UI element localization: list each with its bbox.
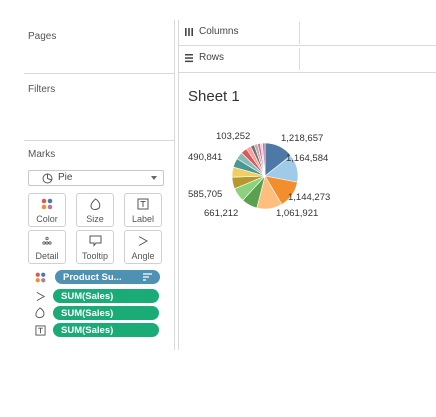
- pie-label: 1,061,921: [276, 208, 319, 219]
- pill-label: SUM(Sales): [61, 290, 114, 302]
- mark-size-label: Size: [86, 214, 104, 224]
- chevron-down-icon: [151, 176, 157, 180]
- pie-label: 103,252: [216, 131, 251, 142]
- pie-label: 661,212: [204, 208, 239, 219]
- mark-detail-label: Detail: [35, 251, 59, 261]
- size-icon: [77, 198, 113, 211]
- divider: [299, 48, 300, 70]
- color-dots-icon: [29, 198, 65, 210]
- tooltip-icon: [77, 235, 113, 247]
- mark-angle-label: Angle: [131, 251, 155, 261]
- product-subcategory-pill[interactable]: Product Su...: [55, 270, 160, 284]
- sum-sales-label-pill[interactable]: SUM(Sales): [53, 323, 159, 337]
- pie-label: 490,841: [188, 152, 223, 163]
- label-icon: [34, 324, 46, 336]
- mark-type-label: Pie: [58, 172, 73, 183]
- rows-label: Rows: [199, 52, 225, 63]
- rows-shelf[interactable]: Rows: [179, 48, 436, 70]
- pill-label: SUM(Sales): [61, 324, 114, 336]
- pie-label: 1,164,584: [286, 153, 329, 164]
- rows-icon: [185, 53, 193, 62]
- left-panel: Pages Filters Marks Pie Color Size Label: [24, 20, 174, 350]
- sum-sales-size-pill[interactable]: SUM(Sales): [53, 306, 159, 320]
- divider: [24, 73, 174, 74]
- filters-title: Filters: [28, 84, 56, 95]
- mark-tooltip-label: Tooltip: [81, 251, 108, 261]
- rows-shelf-label: Rows: [184, 52, 224, 63]
- sort-icon: [143, 273, 152, 281]
- mark-detail-button[interactable]: Detail: [28, 230, 66, 264]
- mark-label-button[interactable]: Label: [124, 193, 162, 227]
- pages-title: Pages: [28, 31, 57, 42]
- columns-icon: [185, 27, 193, 36]
- mark-color-button[interactable]: Color: [28, 193, 66, 227]
- pie-slice[interactable]: [262, 142, 266, 177]
- divider: [179, 45, 436, 46]
- columns-label: Columns: [199, 26, 239, 37]
- divider: [299, 22, 300, 44]
- mark-angle-button[interactable]: Angle: [124, 230, 162, 264]
- sheet-title: Sheet 1: [188, 88, 240, 105]
- columns-shelf[interactable]: Columns: [179, 22, 436, 44]
- pie-chart[interactable]: [179, 118, 379, 228]
- divider: [174, 20, 175, 350]
- detail-icon: [29, 235, 65, 247]
- chart-area: 103,252 1,218,657 490,841 1,164,584 585,…: [179, 118, 379, 228]
- size-icon: [34, 307, 46, 319]
- label-icon: [125, 198, 161, 210]
- mark-size-button[interactable]: Size: [76, 193, 114, 227]
- color-dots-icon: [34, 271, 46, 283]
- columns-shelf-label: Columns: [184, 26, 238, 37]
- mark-color-label: Color: [36, 214, 58, 224]
- mark-label-label: Label: [131, 214, 155, 224]
- pie-label: 1,218,657: [281, 133, 324, 144]
- angle-icon: [34, 290, 46, 302]
- divider: [179, 72, 436, 73]
- mark-type-dropdown[interactable]: Pie: [28, 170, 164, 186]
- pill-label: Product Su...: [63, 271, 122, 283]
- angle-icon: [125, 235, 161, 247]
- divider: [24, 140, 174, 141]
- sum-sales-angle-pill[interactable]: SUM(Sales): [53, 289, 159, 303]
- pie-label: 1,144,273: [288, 192, 331, 203]
- divider: [178, 20, 179, 350]
- mark-tooltip-button[interactable]: Tooltip: [76, 230, 114, 264]
- marks-title: Marks: [28, 149, 56, 160]
- pill-label: SUM(Sales): [61, 307, 114, 319]
- pie-label: 585,705: [188, 189, 223, 200]
- pie-icon: [42, 173, 53, 184]
